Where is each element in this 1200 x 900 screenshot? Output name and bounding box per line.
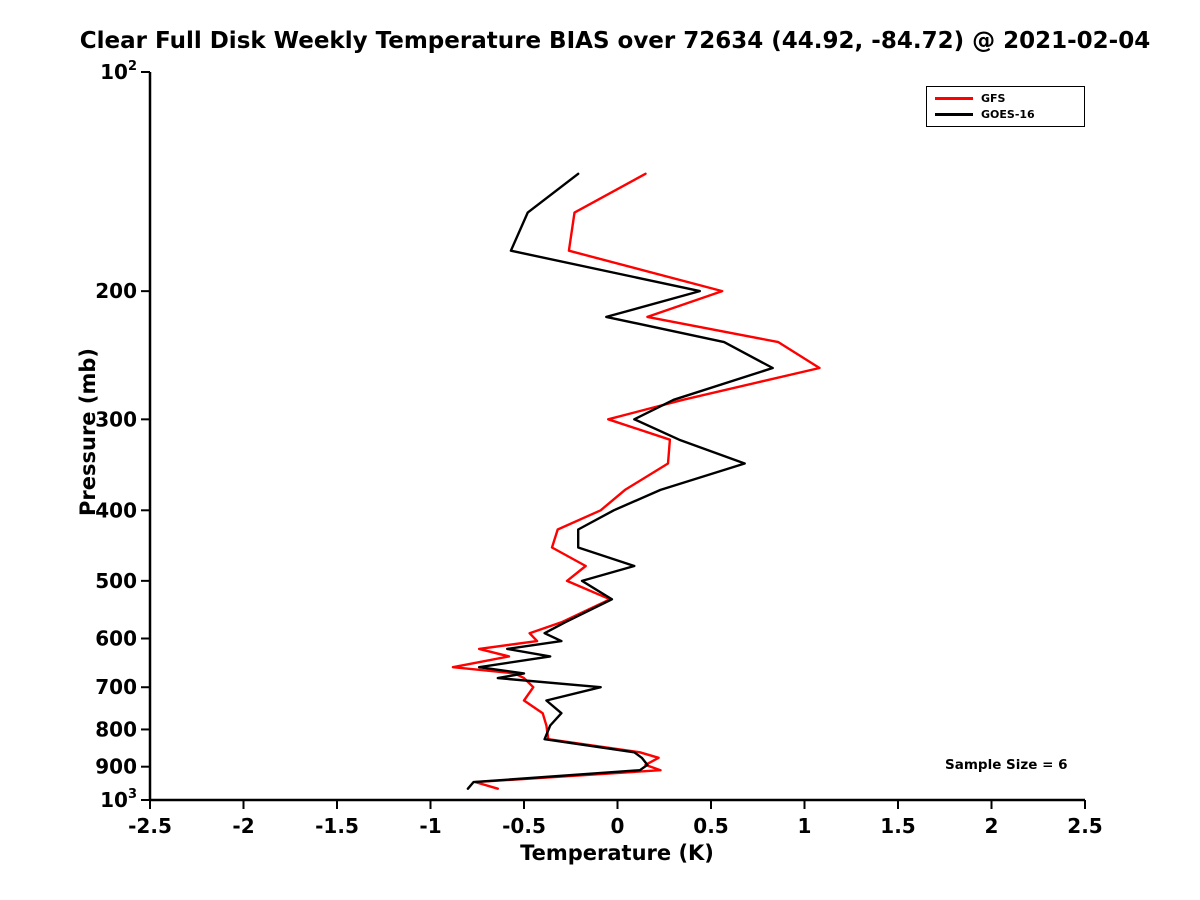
series-line-gfs bbox=[451, 172, 821, 790]
x-tick-label: 1 bbox=[798, 814, 812, 838]
y-tick-label: 900 bbox=[95, 755, 137, 779]
x-tick-label: -2.5 bbox=[128, 814, 172, 838]
x-tick-label: 0 bbox=[611, 814, 625, 838]
series-line-goes-16 bbox=[466, 172, 774, 790]
y-tick-label: 600 bbox=[95, 626, 137, 650]
y-tick-label: 103 bbox=[100, 787, 137, 812]
y-tick-label: 500 bbox=[95, 569, 137, 593]
gfs-line-sample bbox=[935, 97, 973, 100]
y-tick-label: 400 bbox=[95, 498, 137, 522]
y-tick-label: 300 bbox=[95, 407, 137, 431]
chart-title: Clear Full Disk Weekly Temperature BIAS … bbox=[79, 28, 1151, 54]
legend-item-goes16: GOES-16 bbox=[935, 109, 1076, 120]
x-tick-label: -0.5 bbox=[502, 814, 546, 838]
y-axis-label: Pressure (mb) bbox=[76, 348, 100, 516]
legend-label-gfs: GFS bbox=[981, 92, 1006, 105]
x-tick-label: 2.5 bbox=[1067, 814, 1102, 838]
x-tick-label: 0.5 bbox=[693, 814, 728, 838]
legend: GFS GOES-16 bbox=[926, 86, 1085, 127]
legend-label-goes16: GOES-16 bbox=[981, 108, 1035, 121]
legend-item-gfs: GFS bbox=[935, 93, 1076, 104]
goes16-line-sample bbox=[935, 113, 973, 116]
x-tick-label: -1 bbox=[419, 814, 441, 838]
x-tick-label: 1.5 bbox=[880, 814, 915, 838]
x-tick-label: -2 bbox=[232, 814, 254, 838]
y-tick-label: 700 bbox=[95, 675, 137, 699]
y-tick-label: 200 bbox=[95, 279, 137, 303]
x-axis-label: Temperature (K) bbox=[520, 841, 714, 865]
y-tick-label: 102 bbox=[100, 59, 137, 84]
y-tick-label: 800 bbox=[95, 717, 137, 741]
x-tick-label: -1.5 bbox=[315, 814, 359, 838]
x-tick-label: 2 bbox=[985, 814, 999, 838]
sample-size-annotation: Sample Size = 6 bbox=[945, 757, 1068, 773]
